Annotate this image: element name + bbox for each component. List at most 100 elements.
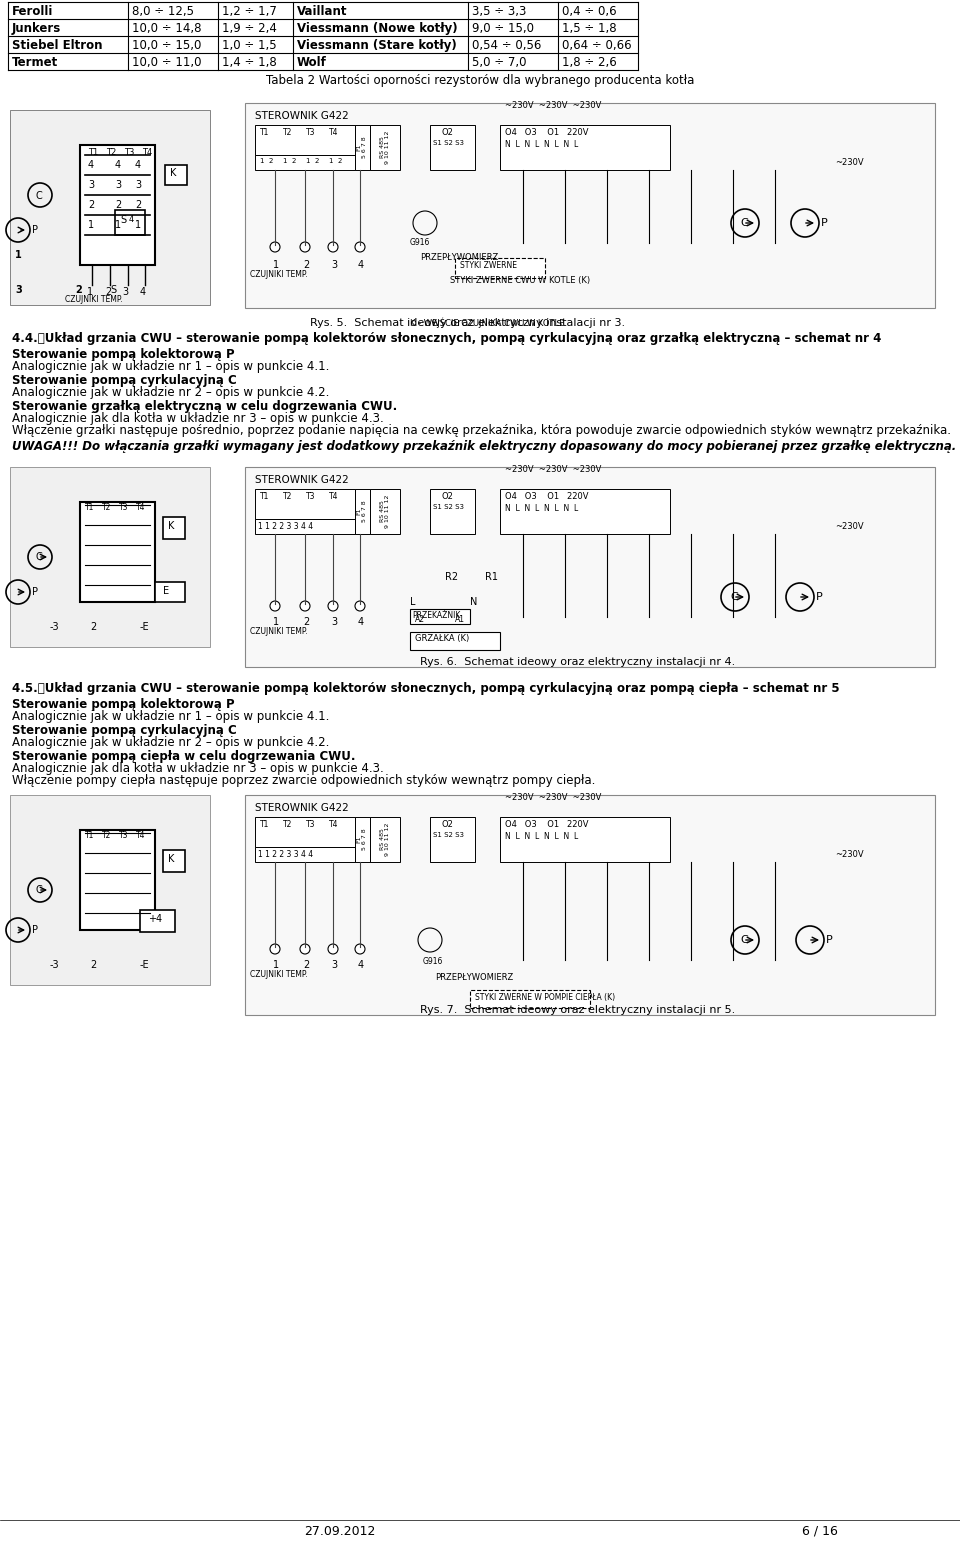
Bar (80, 145, 155, 265)
Text: T3: T3 (124, 148, 134, 157)
Text: STYKI ZWERNE CWU W KOTLE (K): STYKI ZWERNE CWU W KOTLE (K) (450, 276, 590, 285)
Circle shape (328, 601, 338, 611)
Text: Junkers: Junkers (12, 22, 61, 35)
Text: 3: 3 (115, 180, 121, 190)
Text: E: E (163, 586, 169, 597)
Text: 27.09.2012: 27.09.2012 (304, 1525, 375, 1537)
Text: 0,54 ÷ 0,56: 0,54 ÷ 0,56 (472, 39, 541, 52)
Text: C: C (35, 885, 41, 894)
Text: Analogicznie jak dla kotła w układzie nr 3 – opis w punkcie 4.3.: Analogicznie jak dla kotła w układzie nr… (12, 762, 384, 776)
Text: Wolf: Wolf (297, 56, 326, 69)
Text: -E: -E (140, 621, 150, 632)
Text: Analogicznie jak w układzie nr 1 – opis w punkcie 4.1.: Analogicznie jak w układzie nr 1 – opis … (12, 359, 329, 373)
Text: RS 485
9 10 11 12: RS 485 9 10 11 12 (379, 822, 391, 856)
Text: Vaillant: Vaillant (297, 5, 348, 19)
Text: T4: T4 (142, 148, 153, 157)
Bar (80, 503, 155, 601)
Text: F1
5 6 7 8: F1 5 6 7 8 (356, 828, 368, 850)
Text: O2: O2 (442, 492, 454, 501)
Bar (115, 210, 145, 234)
Bar (245, 467, 935, 668)
Text: Sterowanie pompą ciepła w celu dogrzewania CWU.: Sterowanie pompą ciepła w celu dogrzewan… (12, 749, 355, 763)
Text: 10,0 ÷ 14,8: 10,0 ÷ 14,8 (132, 22, 202, 35)
Text: K: K (170, 168, 177, 177)
Text: N  L  N  L  N  L  N  L: N L N L N L N L (505, 140, 578, 150)
Bar (500, 489, 670, 534)
Text: N  L  N  L  N  L  N  L: N L N L N L N L (505, 833, 578, 840)
Text: STEROWNIK G422: STEROWNIK G422 (255, 803, 348, 813)
Text: 1,4 ÷ 1,8: 1,4 ÷ 1,8 (222, 56, 276, 69)
Text: C: C (740, 217, 748, 228)
Text: T3: T3 (306, 128, 316, 137)
Text: +4: +4 (148, 914, 162, 924)
Bar (155, 581, 185, 601)
Text: K - WEJŚCIE CZUJNIKA CWU W KOTLE: K - WEJŚCIE CZUJNIKA CWU W KOTLE (410, 318, 564, 328)
Text: C: C (730, 592, 737, 601)
Bar (10, 467, 210, 648)
Text: O2: O2 (442, 820, 454, 830)
Circle shape (355, 601, 365, 611)
Bar (430, 125, 475, 170)
Text: T3: T3 (119, 503, 129, 512)
Text: T2: T2 (283, 492, 293, 501)
Text: 1: 1 (87, 287, 93, 298)
Text: G916: G916 (423, 958, 444, 965)
Text: 4: 4 (129, 214, 134, 224)
Text: ~230V  ~230V  ~230V: ~230V ~230V ~230V (505, 466, 601, 473)
Text: Analogicznie jak w układzie nr 2 – opis w punkcie 4.2.: Analogicznie jak w układzie nr 2 – opis … (12, 736, 329, 749)
Text: 1 1 2 2 3 3 4 4: 1 1 2 2 3 3 4 4 (258, 850, 313, 859)
Text: 2: 2 (303, 617, 309, 628)
Text: -3: -3 (50, 961, 60, 970)
Text: 2: 2 (303, 261, 309, 270)
Text: 3: 3 (331, 261, 337, 270)
Bar (255, 125, 355, 156)
Text: 5,0 ÷ 7,0: 5,0 ÷ 7,0 (472, 56, 526, 69)
Text: C: C (36, 191, 43, 200)
Bar (80, 830, 155, 930)
Text: 6 / 16: 6 / 16 (802, 1525, 838, 1537)
Bar (410, 609, 470, 625)
Text: T1: T1 (85, 503, 94, 512)
Text: 2: 2 (90, 621, 96, 632)
Text: T2: T2 (102, 831, 111, 840)
Text: T2: T2 (283, 820, 293, 830)
Text: Sterowanie pompą kolektorową P: Sterowanie pompą kolektorową P (12, 348, 234, 361)
Text: T1: T1 (260, 128, 270, 137)
Text: 2: 2 (135, 200, 141, 210)
Text: T4: T4 (329, 492, 339, 501)
Text: P: P (32, 225, 38, 234)
Text: A1: A1 (455, 615, 465, 625)
Text: 1 1 2 2 3 3 4 4: 1 1 2 2 3 3 4 4 (258, 523, 313, 530)
Text: 4: 4 (358, 961, 364, 970)
Text: 4: 4 (135, 160, 141, 170)
Text: 2: 2 (90, 961, 96, 970)
Circle shape (300, 944, 310, 954)
Text: 1  2: 1 2 (283, 157, 297, 163)
Bar (430, 817, 475, 862)
Bar (163, 850, 185, 871)
Text: Analogicznie jak w układzie nr 1 – opis w punkcie 4.1.: Analogicznie jak w układzie nr 1 – opis … (12, 709, 329, 723)
Text: 3: 3 (15, 285, 22, 295)
Bar (370, 817, 400, 862)
Bar (455, 258, 545, 278)
Text: 1: 1 (135, 221, 141, 230)
Text: Stiebel Eltron: Stiebel Eltron (12, 39, 103, 52)
Text: O2: O2 (442, 128, 454, 137)
Text: 1,0 ÷ 1,5: 1,0 ÷ 1,5 (222, 39, 276, 52)
Bar (255, 156, 355, 170)
Text: ~230V: ~230V (835, 157, 864, 167)
Text: P: P (32, 925, 38, 934)
Text: P: P (826, 934, 832, 945)
Text: T4: T4 (329, 820, 339, 830)
Circle shape (300, 242, 310, 251)
Text: Ferolli: Ferolli (12, 5, 54, 19)
Text: STYKI ZWERNE: STYKI ZWERNE (460, 261, 517, 270)
Text: 1,5 ÷ 1,8: 1,5 ÷ 1,8 (562, 22, 616, 35)
Circle shape (355, 944, 365, 954)
Text: 1: 1 (273, 261, 279, 270)
Text: S1 S2 S3: S1 S2 S3 (433, 140, 464, 146)
Bar (255, 847, 355, 862)
Text: T3: T3 (119, 831, 129, 840)
Bar (410, 632, 500, 651)
Text: ~230V  ~230V  ~230V: ~230V ~230V ~230V (505, 793, 601, 802)
